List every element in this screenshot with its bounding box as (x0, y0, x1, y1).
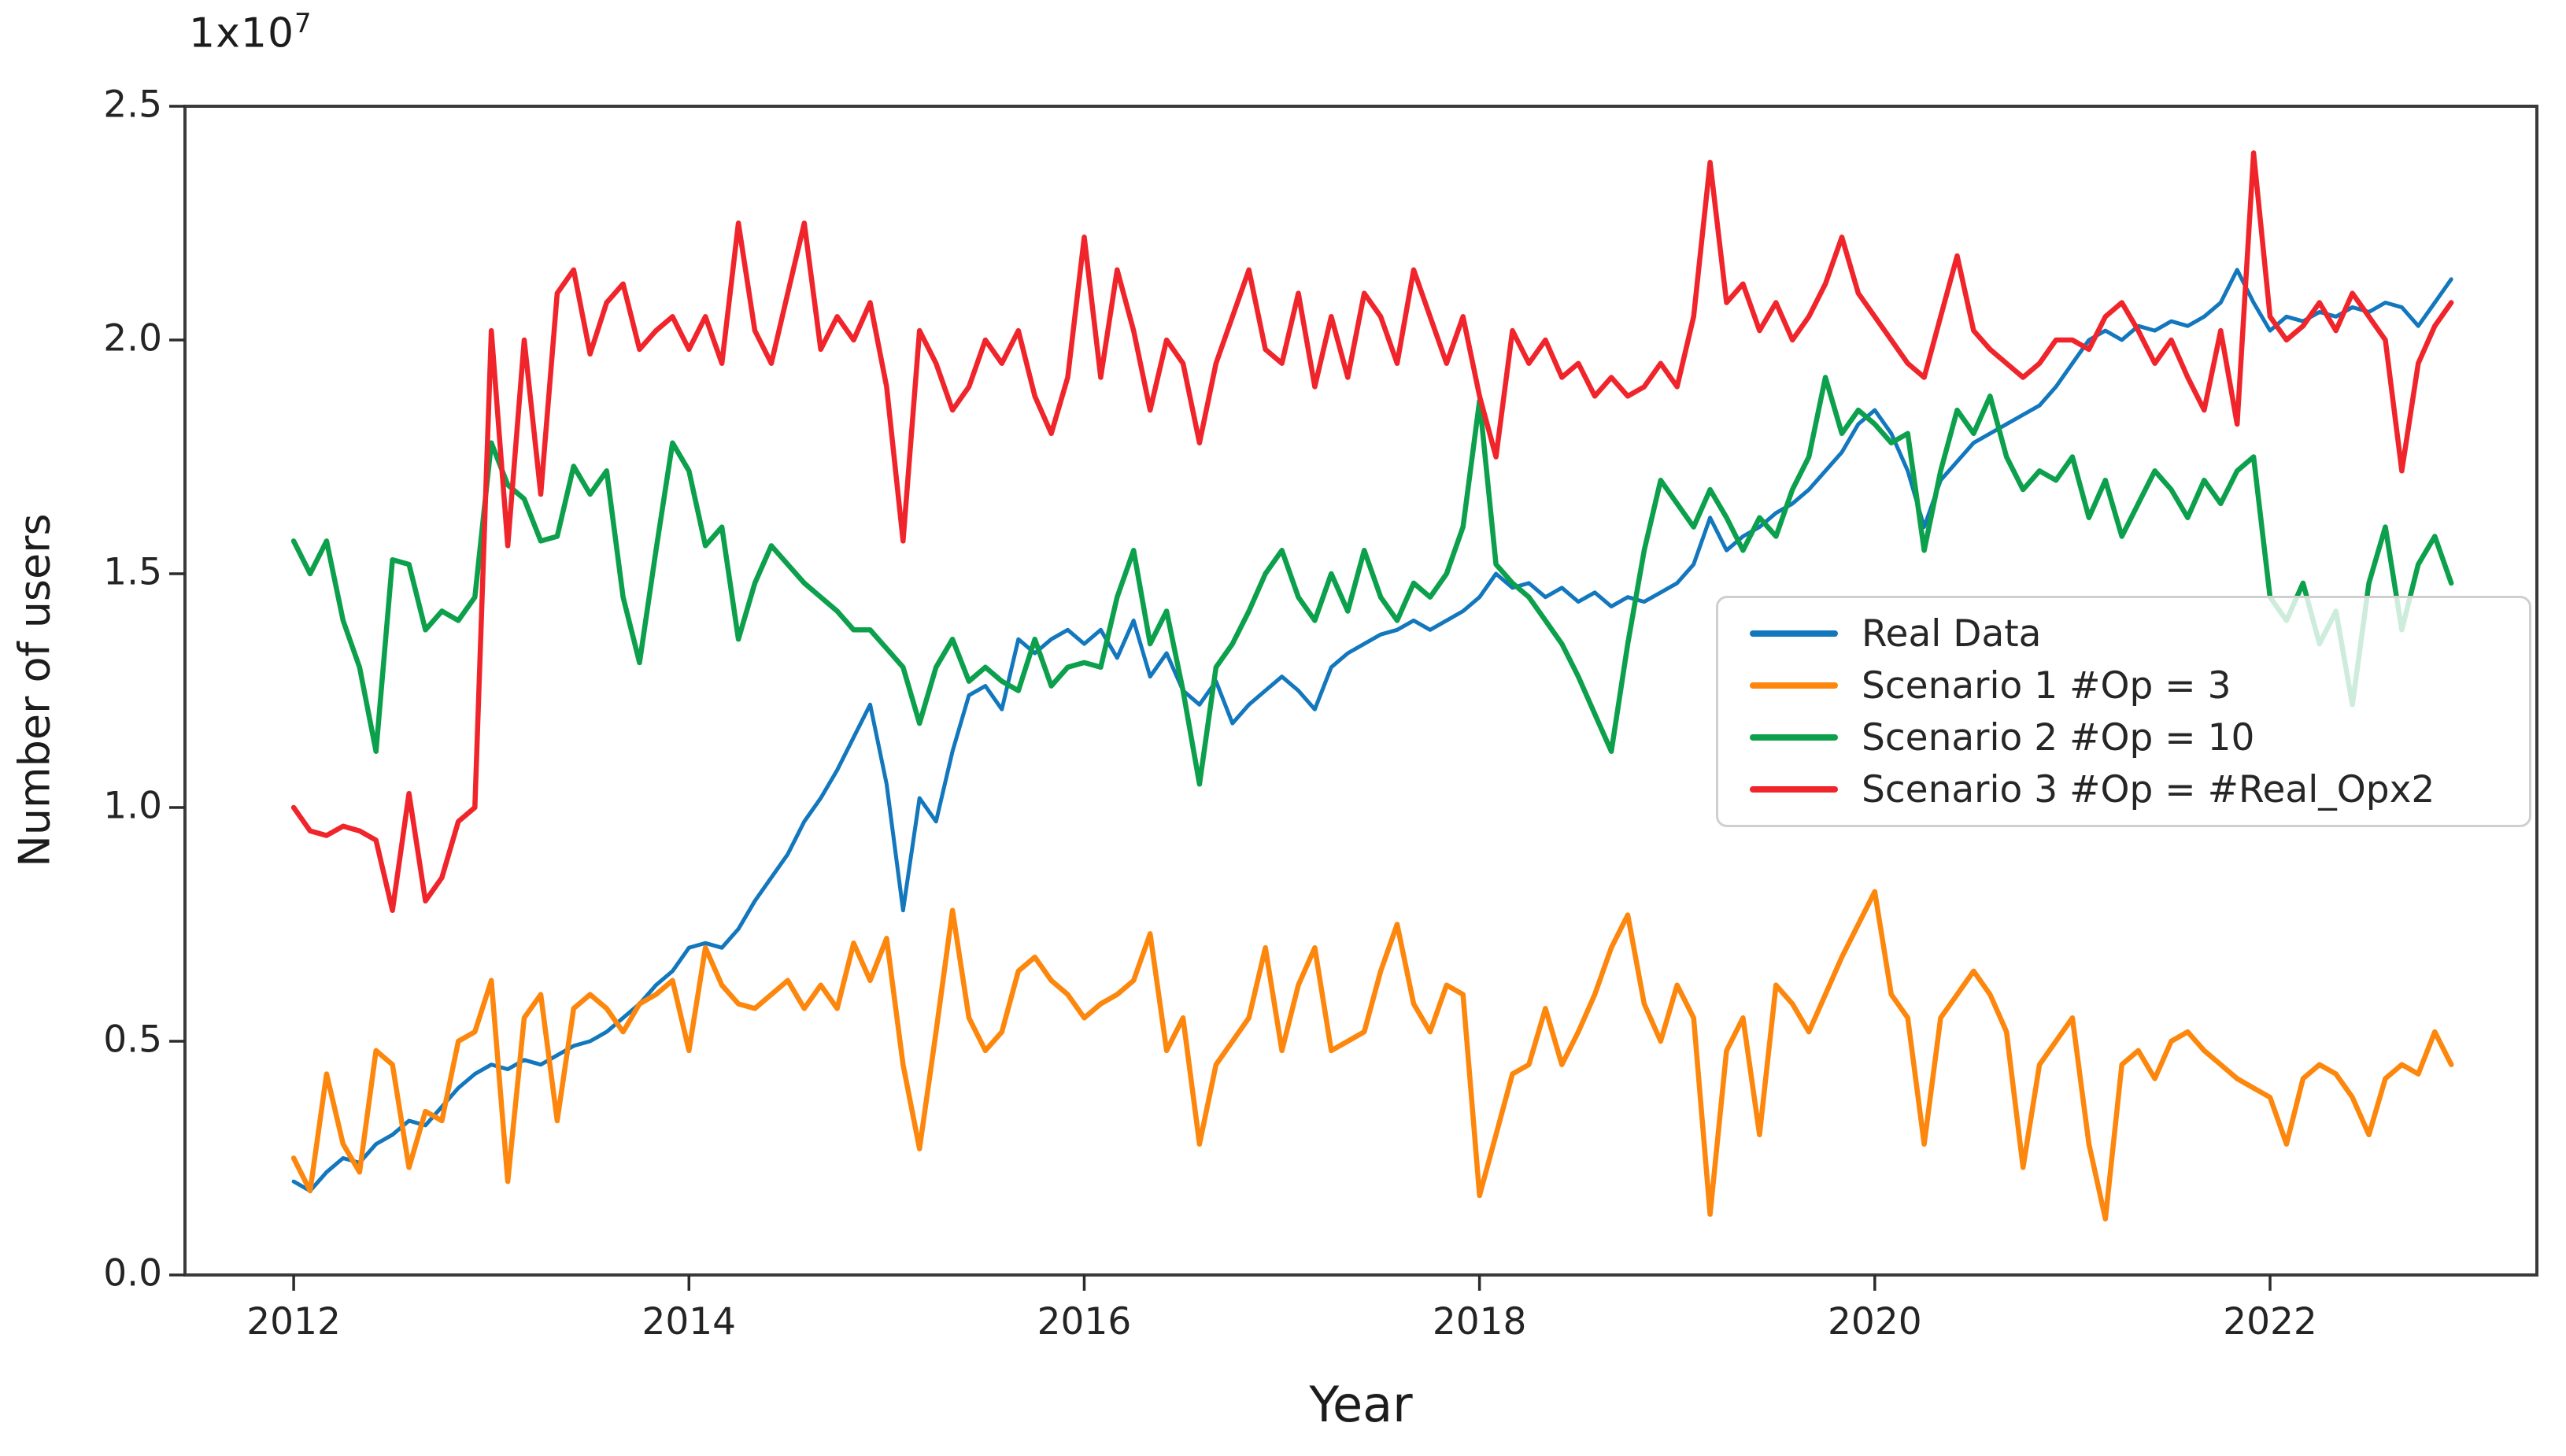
legend-item-label: Scenario 2 #Op = 10 (1862, 715, 2255, 759)
y-axis-offset-text: 1x107 (189, 8, 312, 57)
y-tick-label: 2.0 (103, 316, 162, 360)
legend-item-label: Scenario 3 #Op = #Real_Opx2 (1862, 767, 2435, 811)
x-tick-label: 2018 (1432, 1300, 1527, 1343)
legend-item-2: Scenario 2 #Op = 10 (1718, 716, 2529, 759)
x-tick-label: 2012 (246, 1300, 341, 1343)
x-tick-label: 2016 (1037, 1300, 1132, 1343)
legend-item-1: Scenario 1 #Op = 3 (1718, 664, 2529, 708)
x-axis-label: Year (1309, 1376, 1413, 1433)
legend: Real Data Scenario 1 #Op = 3 Scenario 2 #O… (1716, 596, 2531, 827)
legend-item-3: Scenario 3 #Op = #Real_Opx2 (1718, 768, 2529, 811)
legend-item-label: Real Data (1862, 612, 2042, 656)
y-tick-label: 1.0 (103, 784, 162, 828)
legend-item-0: Real Data (1718, 612, 2529, 656)
x-tick-label: 2020 (1828, 1300, 1922, 1343)
y-tick-label: 1.5 (103, 550, 162, 594)
y-tick-label: 0.5 (103, 1018, 162, 1062)
series-line-2 (290, 375, 2454, 787)
axes-spines (183, 105, 2538, 1277)
offset-mantissa: 1x10 (189, 9, 295, 57)
y-tick-label: 0.0 (103, 1251, 162, 1295)
series-line-1 (290, 889, 2454, 1221)
legend-line-sample (1750, 630, 1838, 637)
legend-line-sample (1750, 786, 1838, 793)
legend-line-sample (1750, 682, 1838, 689)
x-tick-label: 2014 (642, 1300, 737, 1343)
legend-line-sample (1750, 734, 1838, 741)
series-line-3 (290, 150, 2454, 913)
offset-exponent: 7 (294, 8, 312, 39)
x-tick-label: 2022 (2223, 1300, 2317, 1343)
y-tick-label: 2.5 (103, 83, 162, 127)
legend-item-label: Scenario 1 #Op = 3 (1862, 663, 2231, 708)
